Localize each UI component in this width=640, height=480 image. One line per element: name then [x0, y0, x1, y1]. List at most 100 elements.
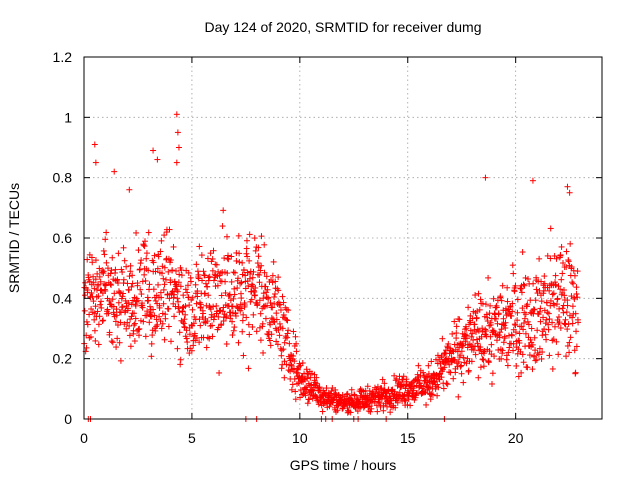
data-point — [493, 315, 500, 322]
data-point — [164, 291, 171, 298]
data-point — [568, 263, 575, 270]
data-point — [202, 280, 209, 287]
data-point — [428, 391, 435, 398]
data-point — [233, 257, 240, 264]
data-point — [518, 289, 525, 296]
data-point — [563, 353, 570, 360]
data-point — [415, 377, 422, 384]
data-point — [277, 301, 284, 308]
data-point — [522, 330, 529, 337]
data-point — [189, 306, 196, 313]
data-point — [190, 333, 197, 340]
data-point — [262, 283, 269, 290]
data-point — [204, 283, 211, 290]
data-point — [197, 322, 204, 329]
data-point — [234, 285, 241, 292]
data-point — [115, 280, 122, 287]
data-point — [516, 340, 523, 347]
data-point — [519, 351, 526, 358]
data-point — [132, 315, 139, 322]
outlier-point — [482, 174, 489, 181]
data-point — [209, 255, 216, 262]
data-point — [307, 374, 314, 381]
data-point — [229, 318, 236, 325]
data-point — [561, 292, 568, 299]
data-point — [257, 267, 264, 274]
data-point — [209, 333, 216, 340]
data-point — [572, 310, 579, 317]
data-point — [507, 304, 514, 311]
data-point — [530, 280, 537, 287]
data-point — [574, 294, 581, 301]
data-point — [177, 283, 184, 290]
data-point — [518, 369, 525, 376]
data-point — [97, 301, 104, 308]
data-point — [463, 335, 470, 342]
x-tick-label: 0 — [80, 430, 88, 446]
data-point — [120, 244, 127, 251]
data-point — [455, 358, 462, 365]
data-point — [161, 281, 168, 288]
data-point — [503, 305, 510, 312]
data-point — [532, 297, 539, 304]
data-point — [219, 223, 226, 230]
data-point — [156, 313, 163, 320]
data-point — [453, 323, 460, 330]
data-point — [368, 399, 375, 406]
data-point — [269, 272, 276, 279]
data-point — [512, 282, 519, 289]
data-point — [278, 347, 285, 354]
data-point — [506, 308, 513, 315]
outlier-point — [92, 159, 99, 166]
data-point — [474, 308, 481, 315]
data-point — [213, 261, 220, 268]
data-point — [557, 324, 564, 331]
data-point — [470, 337, 477, 344]
data-point — [151, 312, 158, 319]
data-point — [543, 299, 550, 306]
data-point — [190, 320, 197, 327]
outlier-point — [529, 177, 536, 184]
data-point — [439, 335, 446, 342]
data-point — [243, 314, 250, 321]
data-point — [227, 297, 234, 304]
data-point — [248, 296, 255, 303]
data-point — [407, 402, 414, 409]
data-point — [518, 323, 525, 330]
data-point — [204, 318, 211, 325]
data-point — [160, 286, 167, 293]
data-point — [235, 339, 242, 346]
data-point — [429, 391, 436, 398]
chart-title: Day 124 of 2020, SRMTID for receiver dum… — [204, 19, 481, 35]
data-point — [530, 306, 537, 313]
data-point — [281, 339, 288, 346]
data-point — [405, 396, 412, 403]
data-point — [485, 274, 492, 281]
data-point — [141, 238, 148, 245]
data-point — [125, 287, 132, 294]
data-point — [372, 398, 379, 405]
data-point — [161, 232, 168, 239]
data-point — [147, 303, 154, 310]
data-point — [217, 270, 224, 277]
data-point — [83, 344, 90, 351]
data-point — [278, 365, 285, 372]
data-point — [424, 373, 431, 380]
data-point — [178, 272, 185, 279]
data-point — [194, 288, 201, 295]
data-point — [119, 303, 126, 310]
data-point — [96, 313, 103, 320]
data-point — [490, 295, 497, 302]
data-point — [167, 338, 174, 345]
data-point — [561, 320, 568, 327]
data-point — [559, 305, 566, 312]
data-point — [95, 341, 102, 348]
data-point — [197, 304, 204, 311]
data-point — [274, 341, 281, 348]
data-point — [246, 331, 253, 338]
data-point — [441, 364, 448, 371]
data-point — [509, 262, 516, 269]
data-point — [271, 290, 278, 297]
data-point — [238, 295, 245, 302]
data-point — [243, 237, 250, 244]
